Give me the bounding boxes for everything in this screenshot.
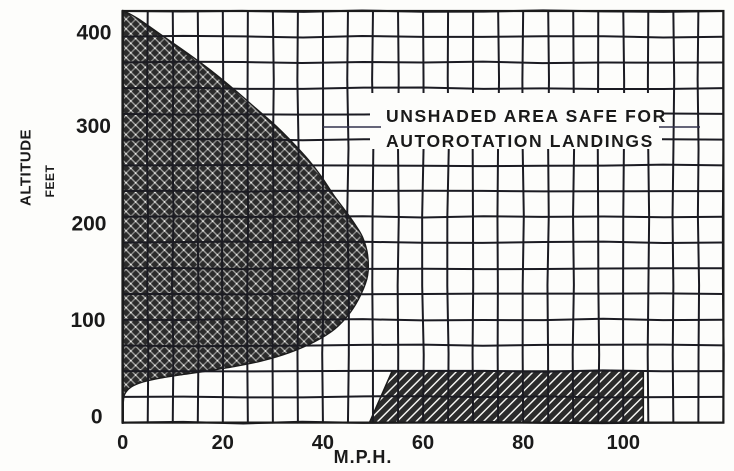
- svg-text:60: 60: [412, 432, 434, 454]
- svg-text:80: 80: [512, 432, 534, 454]
- svg-text:AUTOROTATION LANDINGS: AUTOROTATION LANDINGS: [386, 131, 654, 151]
- svg-text:UNSHADED AREA SAFE FOR: UNSHADED AREA SAFE FOR: [386, 106, 667, 126]
- svg-text:0: 0: [117, 432, 128, 454]
- svg-text:300: 300: [76, 115, 111, 138]
- svg-text:200: 200: [71, 213, 106, 236]
- svg-text:20: 20: [212, 432, 234, 454]
- svg-text:ALTITUDE: ALTITUDE: [18, 129, 35, 206]
- svg-text:FEET: FEET: [43, 164, 57, 197]
- svg-text:0: 0: [91, 406, 103, 429]
- svg-text:40: 40: [312, 432, 334, 454]
- svg-text:400: 400: [76, 22, 111, 45]
- svg-text:100: 100: [70, 309, 105, 332]
- svg-text:100: 100: [607, 432, 640, 454]
- svg-text:M.P.H.: M.P.H.: [334, 447, 393, 467]
